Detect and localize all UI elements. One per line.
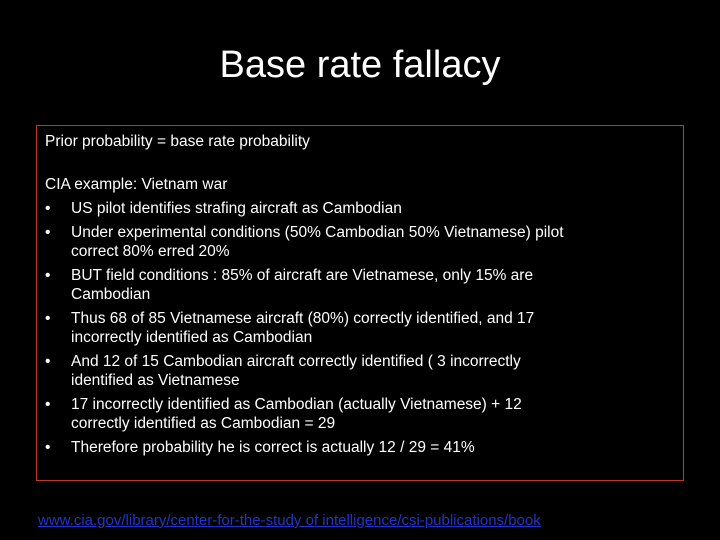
bullet-line: US pilot identifies strafing aircraft as…: [71, 200, 402, 217]
bullet-line: correct 80% erred 20%: [71, 243, 230, 260]
bullet-list: • US pilot identifies strafing aircraft a…: [45, 199, 675, 457]
bullet-text: And 12 of 15 Cambodian aircraft correctl…: [71, 352, 521, 390]
bullet-line: Under experimental conditions (50% Cambo…: [71, 224, 564, 241]
bullet-text: US pilot identifies strafing aircraft as…: [71, 199, 402, 218]
bullet-line: 17 incorrectly identified as Cambodian (…: [71, 396, 522, 413]
bullet-text: 17 incorrectly identified as Cambodian (…: [71, 395, 522, 433]
source-link[interactable]: www.cia.gov/library/center-for-the-study…: [38, 512, 541, 529]
bullet-text: Thus 68 of 85 Vietnamese aircraft (80%) …: [71, 309, 534, 347]
bullet-line: correctly identified as Cambodian = 29: [71, 415, 336, 432]
bullet-item: • Under experimental conditions (50% Camb…: [45, 223, 675, 261]
bullet-dot: •: [45, 267, 51, 284]
bullet-line: identified as Vietnamese: [71, 372, 240, 389]
content-box: Prior probability = base rate probabilit…: [36, 125, 684, 481]
bullet-line: Thus 68 of 85 Vietnamese aircraft (80%) …: [71, 310, 535, 327]
bullet-dot: •: [45, 439, 51, 456]
bullet-dot: •: [45, 396, 51, 413]
bullet-dot: •: [45, 310, 51, 327]
bullet-text: BUT field conditions : 85% of aircraft a…: [71, 266, 533, 304]
bullet-line: Cambodian: [71, 286, 151, 303]
bullet-dot: •: [45, 224, 51, 241]
bullet-item: • Thus 68 of 85 Vietnamese aircraft (80%)…: [45, 309, 675, 347]
bullet-item: • BUT field conditions : 85% of aircraft …: [45, 266, 675, 304]
bullet-item: • And 12 of 15 Cambodian aircraft correct…: [45, 352, 675, 390]
bullet-line: BUT field conditions : 85% of aircraft a…: [71, 267, 534, 284]
bullet-item: • US pilot identifies strafing aircraft a…: [45, 199, 675, 218]
slide-title: Base rate fallacy: [219, 44, 501, 86]
bullet-line: incorrectly identified as Cambodian: [71, 329, 313, 346]
bullet-text: Under experimental conditions (50% Cambo…: [71, 223, 564, 261]
bullet-dot: •: [45, 200, 51, 217]
example-heading: CIA example: Vietnam war: [45, 176, 228, 193]
bullet-line: Therefore probability he is correct is a…: [71, 439, 475, 456]
bullet-item: • 17 incorrectly identified as Cambodian …: [45, 395, 675, 433]
bullet-line: And 12 of 15 Cambodian aircraft correctl…: [71, 353, 521, 370]
intro-text: Prior probability = base rate probabilit…: [45, 133, 310, 150]
bullet-text: Therefore probability he is correct is a…: [71, 438, 475, 457]
bullet-dot: •: [45, 353, 51, 370]
bullet-item: • Therefore probability he is correct is …: [45, 438, 675, 457]
